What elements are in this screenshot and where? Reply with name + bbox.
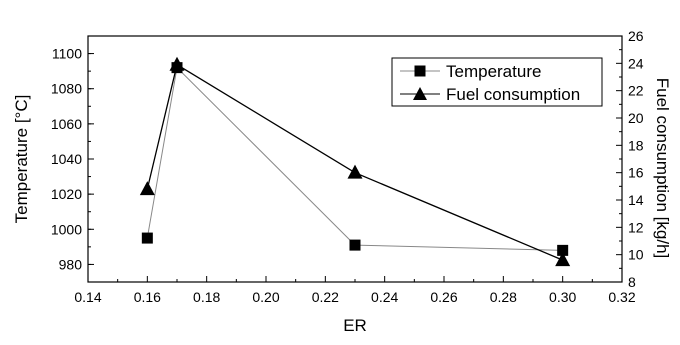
- y2-tick-label: 26: [628, 28, 644, 44]
- legend: Temperature Fuel consumption: [391, 57, 603, 107]
- y2-tick-label: 10: [628, 247, 644, 263]
- y-tick-label: 1080: [51, 81, 82, 97]
- x-axis-title: ER: [343, 316, 367, 335]
- temperature-point: [349, 239, 361, 251]
- legend-box: [391, 57, 603, 107]
- y-tick-label: 1000: [51, 221, 82, 237]
- right-y-axis-ticks: 8 10 12 14 16 18 20 22 24 26: [616, 28, 644, 290]
- x-tick-label: 0.16: [134, 289, 161, 305]
- legend-temperature-marker: [414, 65, 426, 77]
- x-axis-ticks: 0.14 0.16 0.18 0.20 0.22 0.24 0.26 0.28 0.30 0.32: [74, 276, 636, 305]
- legend-fuel-marker: [413, 87, 427, 100]
- temperature-point: [141, 232, 153, 244]
- y2-tick-label: 12: [628, 219, 644, 235]
- fuel-consumption-point: [555, 252, 571, 267]
- left-y-axis-ticks: 980 1000 1020 1040 1060 1080 1100: [51, 35, 94, 283]
- left-y-axis-title: Temperature [°C]: [12, 95, 31, 224]
- x-tick-label: 0.28: [490, 289, 517, 305]
- y-tick-label: 1100: [52, 46, 82, 62]
- temperature-line: [146, 66, 563, 251]
- x-tick-label: 0.30: [549, 289, 576, 305]
- series-layer: [139, 56, 571, 267]
- x-tick-label: 0.18: [193, 289, 220, 305]
- y2-tick-label: 24: [628, 55, 644, 71]
- y2-tick-label: 8: [628, 274, 636, 290]
- legend-fuel-label: Fuel consumption: [446, 85, 580, 104]
- legend-temperature-label: Temperature: [446, 62, 541, 81]
- y2-tick-label: 16: [628, 165, 644, 181]
- fuel-consumption-line: [146, 63, 563, 261]
- temperature-point: [557, 244, 569, 256]
- x-tick-label: 0.20: [252, 289, 279, 305]
- y2-tick-label: 20: [628, 110, 644, 126]
- y-tick-label: 1040: [51, 151, 82, 167]
- x-tick-label: 0.24: [371, 289, 398, 305]
- y2-tick-label: 14: [628, 192, 644, 208]
- x-tick-label: 0.32: [608, 289, 635, 305]
- fuel-consumption-point: [139, 181, 155, 196]
- fuel-consumption-point: [347, 164, 363, 179]
- x-tick-label: 0.22: [312, 289, 339, 305]
- y-tick-label: 980: [59, 256, 83, 272]
- y-tick-label: 1060: [51, 116, 82, 132]
- y-tick-label: 1020: [51, 186, 82, 202]
- right-y-axis-title: Fuel consumption [kg/h]: [653, 78, 672, 258]
- x-tick-label: 0.26: [430, 289, 457, 305]
- x-tick-label: 0.14: [74, 289, 101, 305]
- y2-tick-label: 22: [628, 83, 644, 99]
- fuel-consumption-point: [169, 56, 185, 71]
- y2-tick-label: 18: [628, 137, 644, 153]
